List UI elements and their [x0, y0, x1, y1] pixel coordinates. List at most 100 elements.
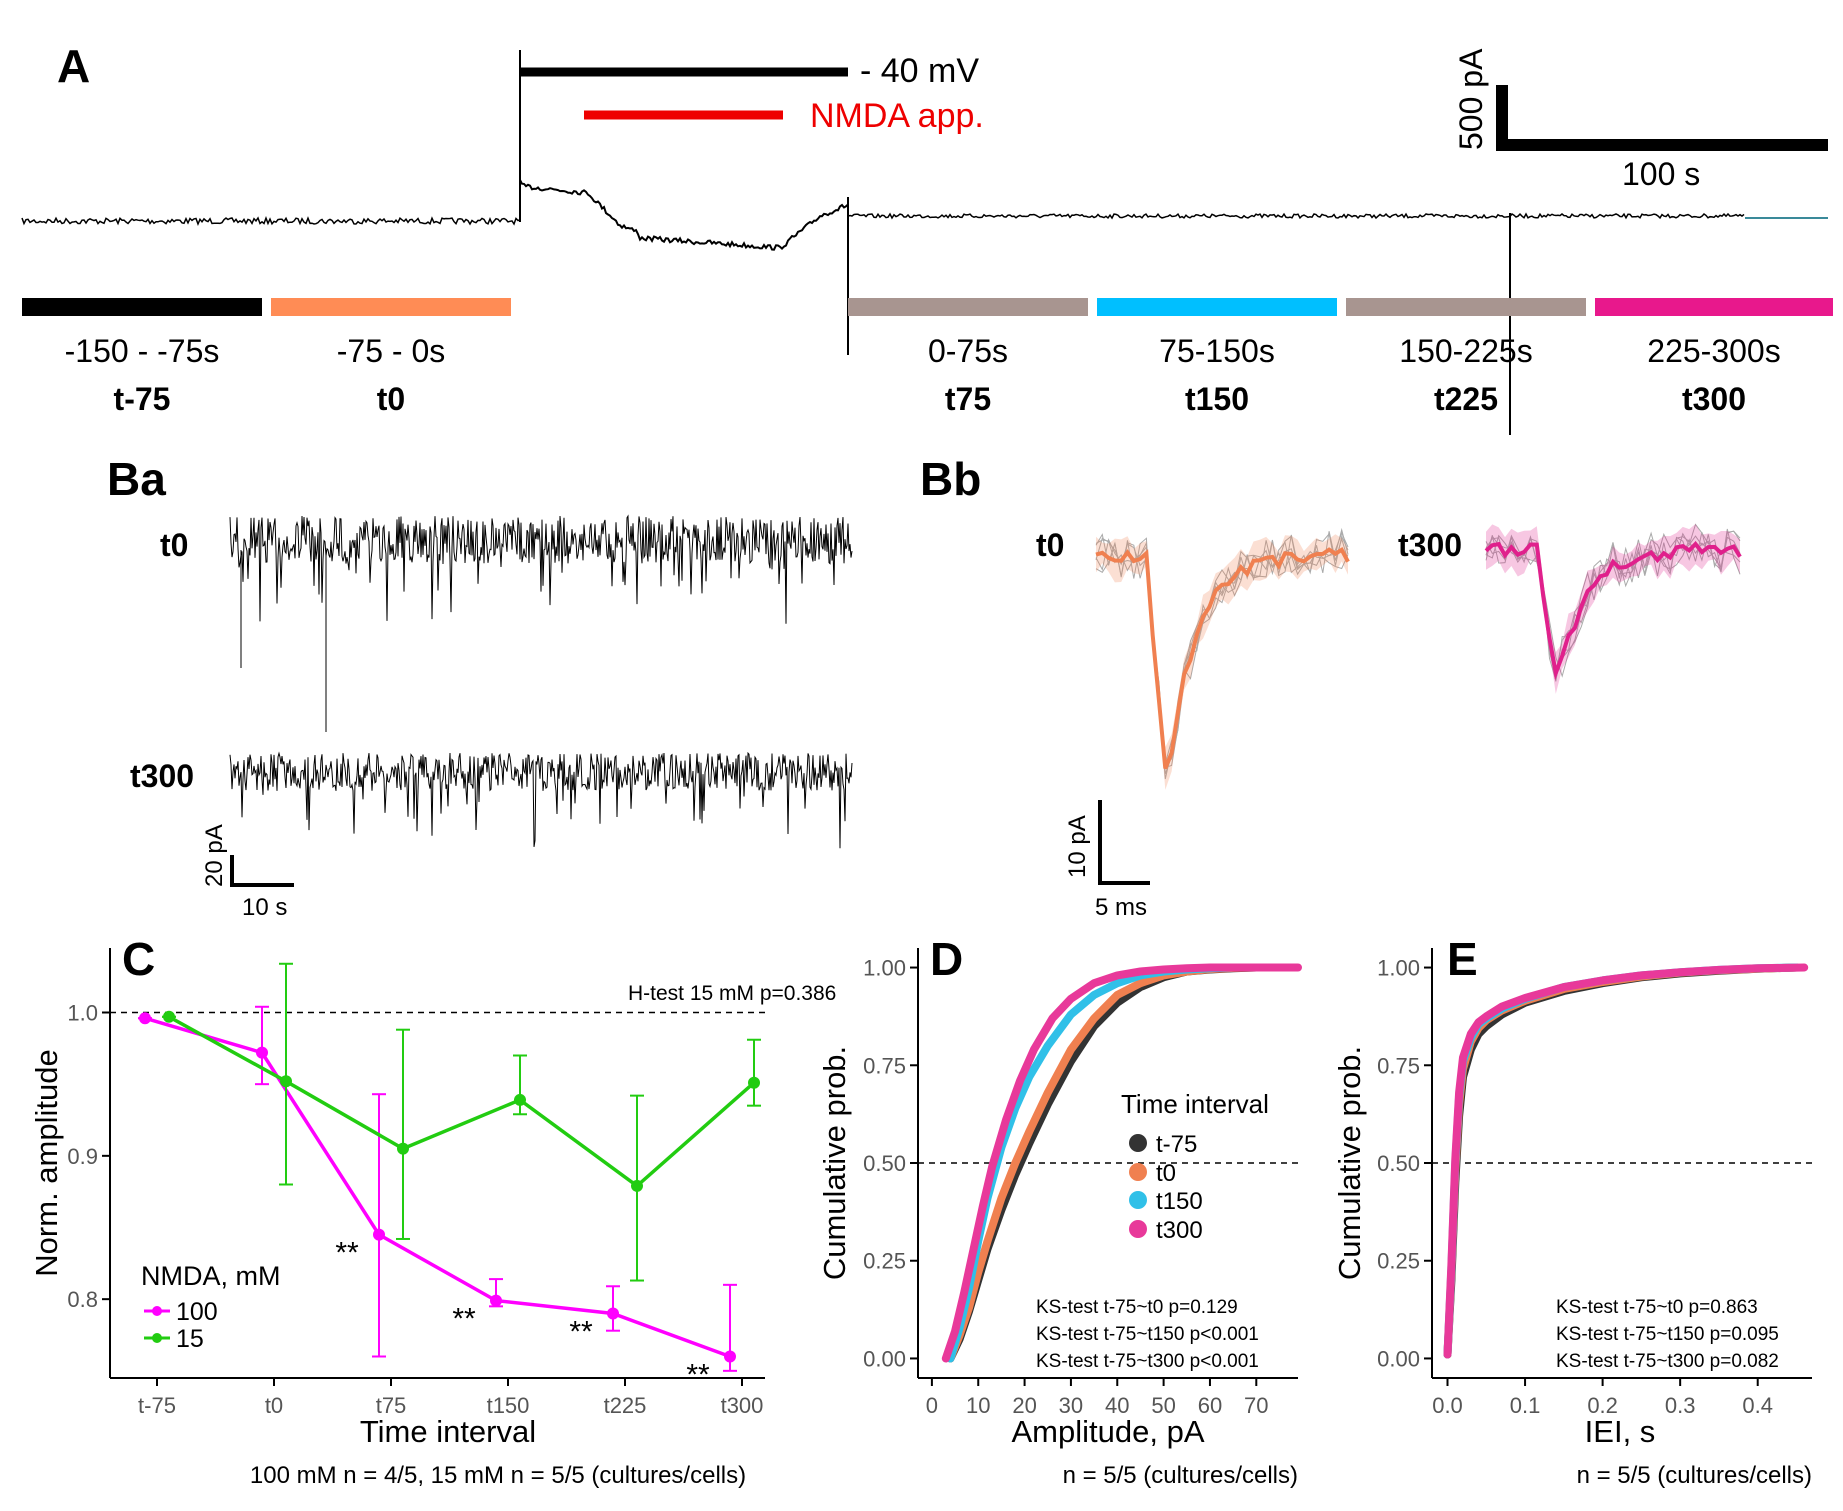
- d-cdf-point-t0: [997, 1194, 1005, 1202]
- scale-bb-y-label: 10 pA: [1064, 815, 1091, 878]
- c-point-100: [139, 1012, 151, 1025]
- interval-bar-t150: [1097, 298, 1337, 316]
- d-legend-marker-t0: [1129, 1163, 1147, 1181]
- e-cdf-point-t300: [1715, 966, 1723, 974]
- c-point-15: [631, 1179, 643, 1192]
- scale-bar-a: [1496, 85, 1828, 151]
- d-x-tick-label: 60: [1198, 1393, 1222, 1418]
- c-point-100: [256, 1046, 268, 1059]
- e-cdf-point-t300: [1599, 976, 1607, 984]
- scale-ba-y-label: 20 pA: [201, 824, 228, 887]
- interval-range-t225: 150-225s: [1399, 333, 1532, 369]
- panel-c-label: C: [122, 933, 155, 985]
- c-x-tick-label: t225: [604, 1393, 647, 1418]
- e-cdf-point-t300: [1521, 994, 1529, 1002]
- d-x-tick-label: 30: [1059, 1393, 1083, 1418]
- c-y-axis-title: Norm. amplitude: [29, 1049, 64, 1276]
- e-cdf-point-t300: [1560, 983, 1568, 991]
- e-x-tick-label: 0.0: [1432, 1393, 1463, 1418]
- d-annotation-1: KS-test t-75~t0 p=0.129: [1036, 1297, 1238, 1318]
- panel-e-label: E: [1447, 933, 1478, 985]
- panel-ba: Ba t0 t300 20 pA 10 s: [107, 453, 853, 921]
- d-cdf-point-t150: [1090, 991, 1098, 999]
- bb-mean-trace: [1484, 540, 1742, 681]
- panel-ba-label: Ba: [107, 453, 166, 505]
- d-cdf-point-t150: [1113, 979, 1121, 987]
- c-annotation: H-test 15 mM p=0.386: [628, 982, 836, 1005]
- scale-a-x-label: 100 s: [1622, 156, 1700, 192]
- e-y-tick-label: 0.00: [1377, 1346, 1420, 1371]
- c-legend-title: NMDA, mM: [141, 1261, 280, 1291]
- e-cdf-point-t300: [1676, 968, 1684, 976]
- c-x-axis-title: Time interval: [360, 1414, 536, 1449]
- c-series-line-15: [168, 1015, 756, 1189]
- e-x-tick-label: 0.3: [1665, 1393, 1696, 1418]
- e-annotation-2: KS-test t-75~t150 p=0.095: [1556, 1324, 1779, 1345]
- current-trace-a-baseline: [21, 215, 521, 227]
- panel-e: E 0.00 0.25 0.50 0.75 1.00 0.0 0.1 0.2 0.3 0.4 KS…: [1332, 933, 1812, 1489]
- e-annotation-1: KS-test t-75~t0 p=0.863: [1556, 1297, 1758, 1318]
- d-legend-label-t300: t300: [1156, 1217, 1203, 1244]
- d-cdf-point-t0: [1067, 1046, 1075, 1054]
- d-cdf-point-t0: [1011, 1159, 1019, 1167]
- interval-name-t-75: t-75: [114, 381, 171, 417]
- interval-range-t-75: -150 - -75s: [65, 333, 220, 369]
- d-legend-marker-t150: [1129, 1191, 1147, 1209]
- e-cdf-point-t300: [1451, 1155, 1459, 1163]
- d-cdf-point-t0: [984, 1237, 992, 1245]
- e-cdf-point-t300: [1459, 1053, 1467, 1061]
- e-cdf-point-t300: [1444, 1351, 1452, 1359]
- e-x-tick-label: 0.4: [1742, 1393, 1773, 1418]
- d-cdf-point-t300: [1252, 964, 1260, 972]
- d-cdf-point-t300: [1048, 1014, 1056, 1022]
- voltage-label: - 40 mV: [860, 52, 979, 90]
- d-cdf-point-t300: [1016, 1077, 1024, 1085]
- panel-a: A - 40 mV NMDA app. 500 pA 100 s -150 - …: [21, 40, 1833, 435]
- c-legend-label-15: 15: [176, 1325, 204, 1353]
- d-legend-label-t150: t150: [1156, 1188, 1203, 1215]
- d-cdf-point-t300: [1067, 995, 1075, 1003]
- d-y-tick-label: 0.75: [863, 1053, 906, 1078]
- d-cdf-point-t300: [1113, 971, 1121, 979]
- interval-range-t75: 0-75s: [928, 333, 1008, 369]
- bb-individual-trace: [1095, 535, 1349, 766]
- d-x-tick-label: 0: [926, 1393, 938, 1418]
- bb-individual-trace: [1095, 527, 1349, 775]
- panel-a-label: A: [57, 40, 90, 92]
- d-cdf-point-t300: [1090, 979, 1098, 987]
- panel-d: D 0.00 0.25 0.50 0.75 1.00 0 10 20 30 40 50 60 70 Ti…: [817, 933, 1302, 1489]
- panel-d-label: D: [930, 933, 963, 985]
- e-y-tick-label: 0.25: [1377, 1249, 1420, 1274]
- e-caption: n = 5/5 (cultures/cells): [1577, 1462, 1812, 1489]
- bb-trace-label-t0: t0: [1036, 527, 1064, 563]
- ba-trace-t0: [229, 514, 853, 732]
- ba-trace-t300: [229, 751, 853, 849]
- d-y-axis-title: Cumulative prob.: [817, 1046, 852, 1280]
- interval-range-t150: 75-150s: [1159, 333, 1275, 369]
- scale-bar-bb: [1098, 800, 1150, 885]
- bb-individual-trace: [1485, 532, 1741, 682]
- d-x-axis-title: Amplitude, pA: [1012, 1414, 1205, 1449]
- scale-a-y-label: 500 pA: [1453, 48, 1489, 150]
- d-legend-marker-t300: [1129, 1220, 1147, 1238]
- c-point-100: [607, 1307, 619, 1320]
- d-y-tick-label: 0.50: [863, 1151, 906, 1176]
- ba-trace-label-t300: t300: [130, 758, 194, 794]
- d-cdf-point-t300: [960, 1288, 968, 1296]
- c-point-15: [280, 1075, 292, 1088]
- c-legend-label-100: 100: [176, 1298, 218, 1326]
- d-y-tick-label: 0.25: [863, 1249, 906, 1274]
- e-cdf-point-t300: [1447, 1261, 1455, 1269]
- scale-bar-ba: [230, 855, 294, 887]
- c-legend-marker-15: [152, 1333, 162, 1343]
- d-legend-marker-t-75: [1129, 1134, 1147, 1152]
- e-x-tick-label: 0.1: [1510, 1393, 1541, 1418]
- c-x-tick-label: t75: [376, 1393, 407, 1418]
- d-cdf-point-t0: [1136, 979, 1144, 987]
- e-x-tick-label: 0.2: [1587, 1393, 1618, 1418]
- d-x-tick-label: 10: [966, 1393, 990, 1418]
- c-point-15: [748, 1076, 760, 1089]
- e-cdf-point-t300: [1637, 971, 1645, 979]
- nmda-label: NMDA app.: [810, 97, 984, 135]
